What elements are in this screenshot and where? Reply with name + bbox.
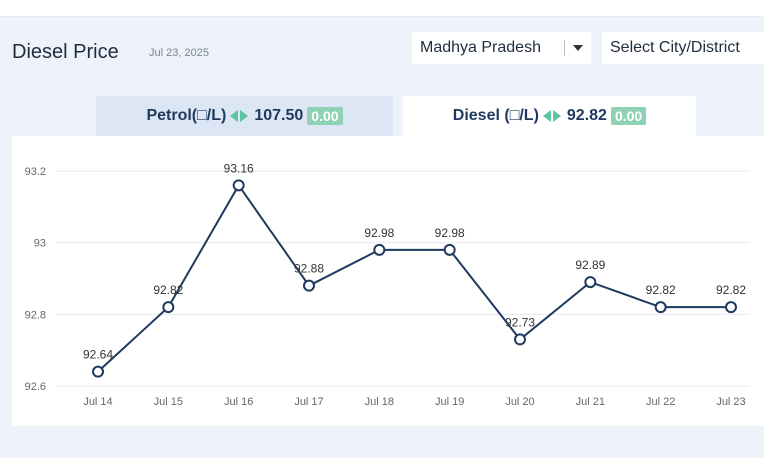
x-tick-label: Jul 15 bbox=[154, 396, 183, 408]
top-bar bbox=[0, 0, 764, 17]
data-label: 92.98 bbox=[364, 226, 394, 240]
tab-petrol[interactable]: Petrol(□/L) 107.50 0.00 bbox=[96, 96, 393, 136]
data-point[interactable] bbox=[584, 276, 597, 289]
x-tick-label: Jul 20 bbox=[505, 396, 534, 408]
data-label: 92.98 bbox=[435, 226, 465, 240]
city-select-value: Select City/District bbox=[610, 39, 740, 56]
data-label: 92.82 bbox=[153, 283, 183, 297]
x-tick-label: Jul 22 bbox=[646, 396, 675, 408]
city-select[interactable]: Select City/District bbox=[602, 32, 764, 64]
chevron-down-icon[interactable] bbox=[573, 45, 583, 51]
x-tick-label: Jul 18 bbox=[365, 396, 394, 408]
data-point[interactable] bbox=[373, 243, 386, 256]
y-tick-label: 93.2 bbox=[25, 166, 46, 178]
y-tick-label: 93 bbox=[34, 238, 46, 250]
data-point[interactable] bbox=[443, 243, 456, 256]
x-tick-label: Jul 19 bbox=[435, 396, 464, 408]
y-tick-label: 92.8 bbox=[25, 309, 46, 321]
x-tick-label: Jul 23 bbox=[716, 396, 745, 408]
change-arrows-icon bbox=[542, 110, 561, 122]
data-label: 93.16 bbox=[224, 161, 254, 175]
x-tick-label: Jul 21 bbox=[576, 396, 605, 408]
state-select-value: Madhya Pradesh bbox=[420, 39, 541, 56]
state-select[interactable]: Madhya Pradesh bbox=[412, 32, 591, 64]
select-divider bbox=[564, 40, 565, 56]
tab-petrol-change-badge: 0.00 bbox=[307, 107, 343, 125]
change-arrows-icon bbox=[230, 110, 249, 122]
data-label: 92.89 bbox=[575, 258, 605, 272]
data-point[interactable] bbox=[92, 365, 104, 378]
data-point[interactable] bbox=[232, 179, 245, 192]
tab-diesel-label: Diesel (□/L) bbox=[452, 107, 539, 124]
price-date: Jul 23, 2025 bbox=[149, 47, 209, 59]
tab-petrol-price: 107.50 bbox=[254, 107, 304, 124]
data-label: 92.82 bbox=[646, 283, 676, 297]
diesel-price-line-chart: 92.6 92.8 93 93.2 92.64 Jul 14 92.82 Jul 15 93.1… bbox=[25, 161, 750, 408]
data-point[interactable] bbox=[303, 279, 315, 292]
y-tick-label: 92.6 bbox=[25, 381, 46, 393]
data-point[interactable] bbox=[162, 301, 175, 314]
data-label: 92.82 bbox=[716, 283, 746, 297]
tab-petrol-label: Petrol(□/L) bbox=[146, 107, 227, 124]
x-tick-label: Jul 17 bbox=[294, 396, 323, 408]
data-point[interactable] bbox=[514, 333, 526, 346]
tab-diesel[interactable]: Diesel (□/L) 92.82 0.00 bbox=[403, 96, 696, 136]
data-label: 92.88 bbox=[294, 262, 324, 276]
x-tick-label: Jul 14 bbox=[83, 396, 112, 408]
data-label: 92.73 bbox=[505, 315, 535, 329]
tab-diesel-price: 92.82 bbox=[566, 107, 607, 124]
x-tick-label: Jul 16 bbox=[224, 396, 253, 408]
series-line bbox=[97, 183, 731, 373]
price-chart-card: 92.6 92.8 93 93.2 92.64 Jul 14 92.82 Jul 15 93.1… bbox=[12, 136, 764, 426]
data-point[interactable] bbox=[654, 301, 667, 314]
data-label: 92.64 bbox=[83, 348, 113, 362]
data-point[interactable] bbox=[725, 301, 737, 314]
tab-diesel-change-badge: 0.00 bbox=[610, 107, 647, 125]
page-title: Diesel Price bbox=[12, 41, 119, 63]
